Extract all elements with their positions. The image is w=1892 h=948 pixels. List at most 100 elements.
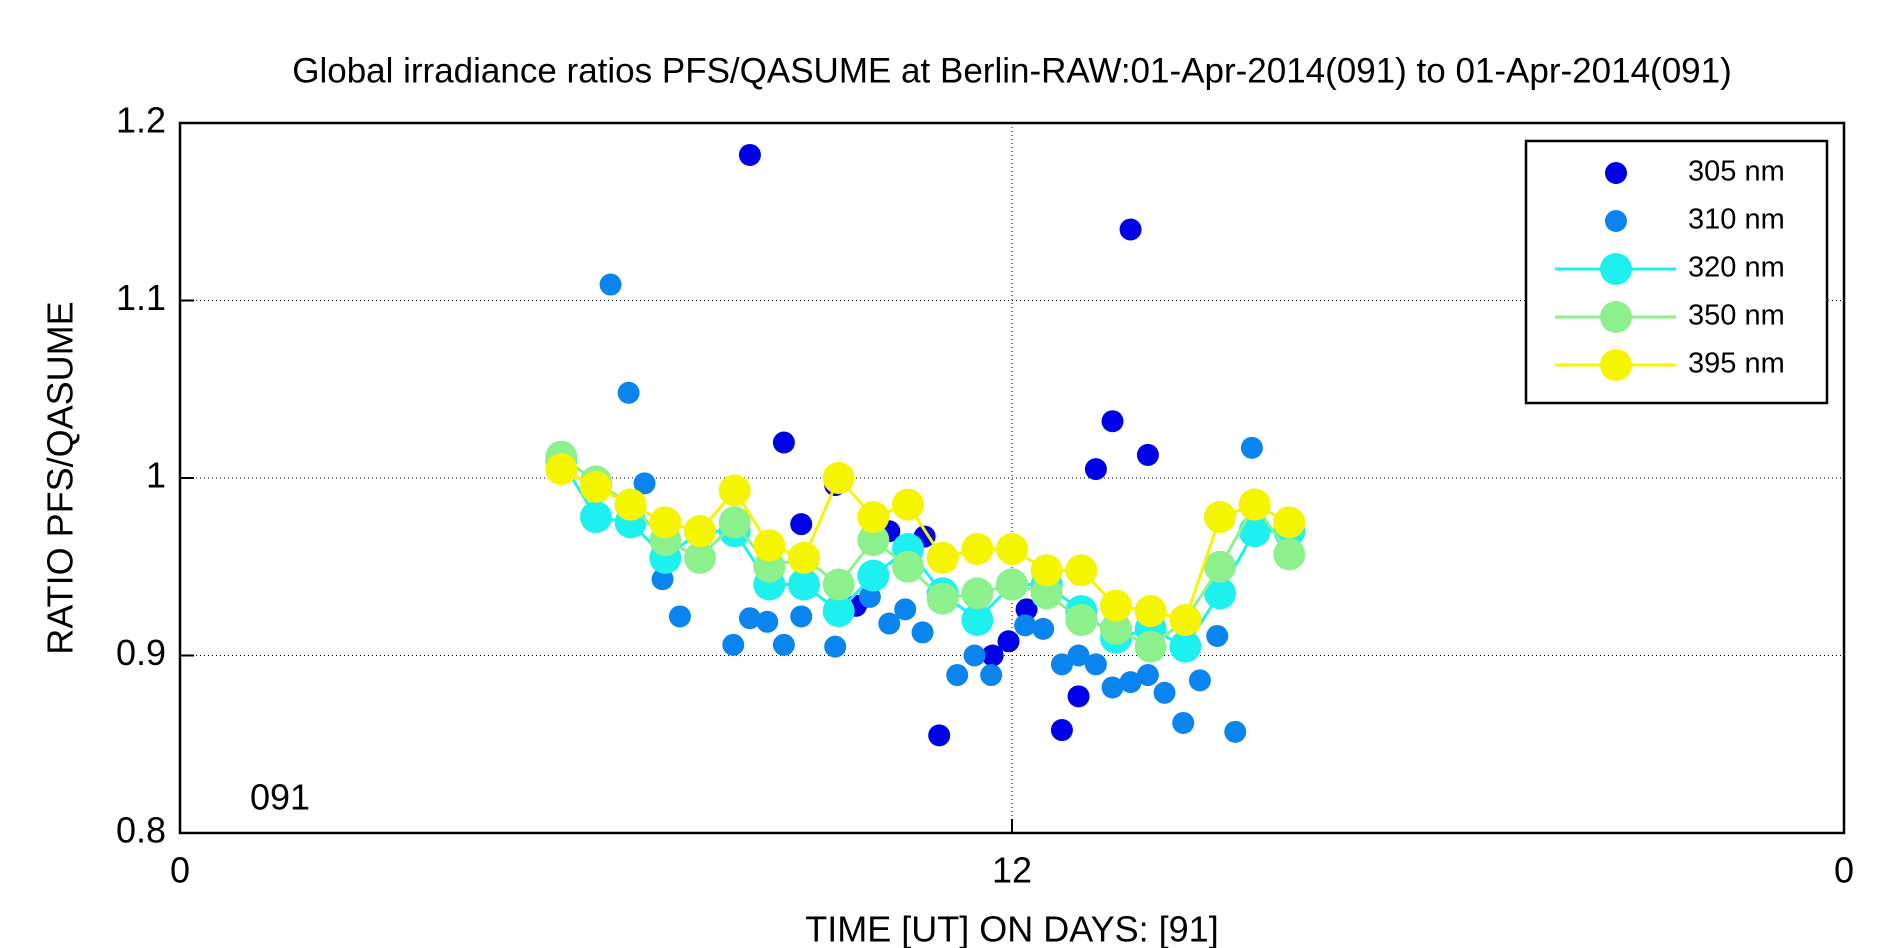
data-point: [614, 488, 647, 521]
legend-marker: [1605, 210, 1627, 232]
y-tick-label: 1.1: [116, 277, 166, 318]
y-tick-label: 1: [146, 455, 166, 496]
data-point: [1169, 604, 1202, 636]
data-point: [1204, 577, 1236, 610]
x-axis-label: TIME [UT] ON DAYS: [91]: [805, 909, 1218, 948]
data-point: [617, 381, 640, 404]
x-tick-label: 0: [170, 850, 190, 891]
data-point: [684, 541, 716, 574]
data-point: [668, 605, 691, 628]
data-point: [824, 635, 847, 658]
data-point: [1067, 685, 1090, 708]
legend-label: 310 nm: [1688, 204, 1785, 236]
series-line: [560, 459, 1290, 649]
data-point: [651, 568, 674, 591]
data-point: [1067, 644, 1090, 667]
series-line: [560, 455, 1291, 649]
data-point: [1169, 630, 1202, 663]
data-point: [857, 501, 890, 534]
data-point: [926, 541, 959, 574]
data-point: [1101, 410, 1124, 433]
data-point: [722, 633, 745, 656]
data-point: [1134, 630, 1167, 663]
data-point: [961, 604, 994, 636]
data-point: [1136, 664, 1159, 687]
data-point: [1101, 676, 1124, 699]
plot-frame: [178, 121, 1846, 835]
legend-label: 320 nm: [1688, 252, 1785, 284]
y-axis-label: RATIO PFS/QASUME: [40, 301, 81, 654]
data-point: [1153, 681, 1176, 704]
data-point: [1065, 604, 1098, 636]
data-point: [1273, 538, 1306, 571]
data-point: [1084, 653, 1107, 676]
data-point: [822, 568, 855, 601]
data-point: [1206, 624, 1229, 647]
legend-marker: [1605, 162, 1627, 184]
data-point: [980, 664, 1003, 687]
data-point: [1136, 443, 1159, 466]
data-point: [892, 488, 924, 521]
data-point: [997, 630, 1020, 653]
data-point: [772, 633, 795, 656]
data-point: [926, 582, 959, 615]
data-point: [718, 474, 751, 507]
data-point: [961, 533, 994, 565]
data-point: [1238, 515, 1271, 548]
data-point: [738, 143, 761, 166]
data-point: [892, 550, 924, 583]
y-tick-label: 0.9: [116, 632, 166, 673]
data-point: [1065, 554, 1098, 587]
legend-label: 305 nm: [1688, 156, 1785, 188]
data-point: [790, 513, 813, 536]
data-point: [1084, 458, 1107, 481]
data-point: [1119, 671, 1142, 694]
data-point: [996, 568, 1028, 601]
legend-label: 395 nm: [1688, 348, 1785, 380]
data-point: [822, 595, 855, 628]
data-point: [1030, 554, 1063, 587]
data-point: [961, 577, 994, 610]
x-tick-label: 0: [1834, 850, 1854, 891]
data-point: [738, 607, 761, 630]
data-point: [1119, 218, 1142, 241]
data-point: [857, 524, 890, 557]
data-point: [1188, 669, 1211, 692]
data-point: [788, 541, 820, 574]
data-point: [1134, 595, 1167, 628]
data-point: [1015, 598, 1038, 621]
data-point: [1204, 501, 1236, 534]
legend-box: [1524, 139, 1829, 405]
data-point: [1050, 719, 1073, 742]
data-point: [1032, 617, 1055, 640]
data-point: [996, 533, 1028, 565]
legend-marker: [1600, 349, 1632, 381]
chart-title: Global irradiance ratios PFS/QASUME at B…: [292, 51, 1732, 90]
data-point: [718, 506, 751, 539]
data-point: [878, 612, 901, 635]
data-point: [753, 529, 786, 562]
data-point: [1238, 488, 1271, 521]
legend-marker: [1600, 253, 1632, 285]
annotation: 091: [250, 777, 310, 818]
data-point: [1204, 550, 1236, 583]
data-point: [1050, 653, 1073, 676]
data-point: [928, 724, 951, 747]
data-point: [981, 644, 1004, 667]
data-point: [1014, 614, 1037, 637]
data-point: [1100, 589, 1132, 622]
data-point: [963, 644, 986, 667]
data-point: [633, 472, 656, 495]
data-point: [756, 610, 779, 633]
y-tick-label: 0.8: [116, 810, 166, 851]
data-point: [1100, 612, 1132, 645]
y-tick-label: 1.2: [116, 100, 166, 141]
data-point: [649, 506, 682, 539]
data-point: [790, 605, 813, 628]
data-point: [894, 598, 917, 621]
data-point: [545, 453, 578, 486]
data-point: [946, 664, 969, 687]
data-point: [1273, 506, 1306, 539]
data-point: [1224, 720, 1247, 743]
